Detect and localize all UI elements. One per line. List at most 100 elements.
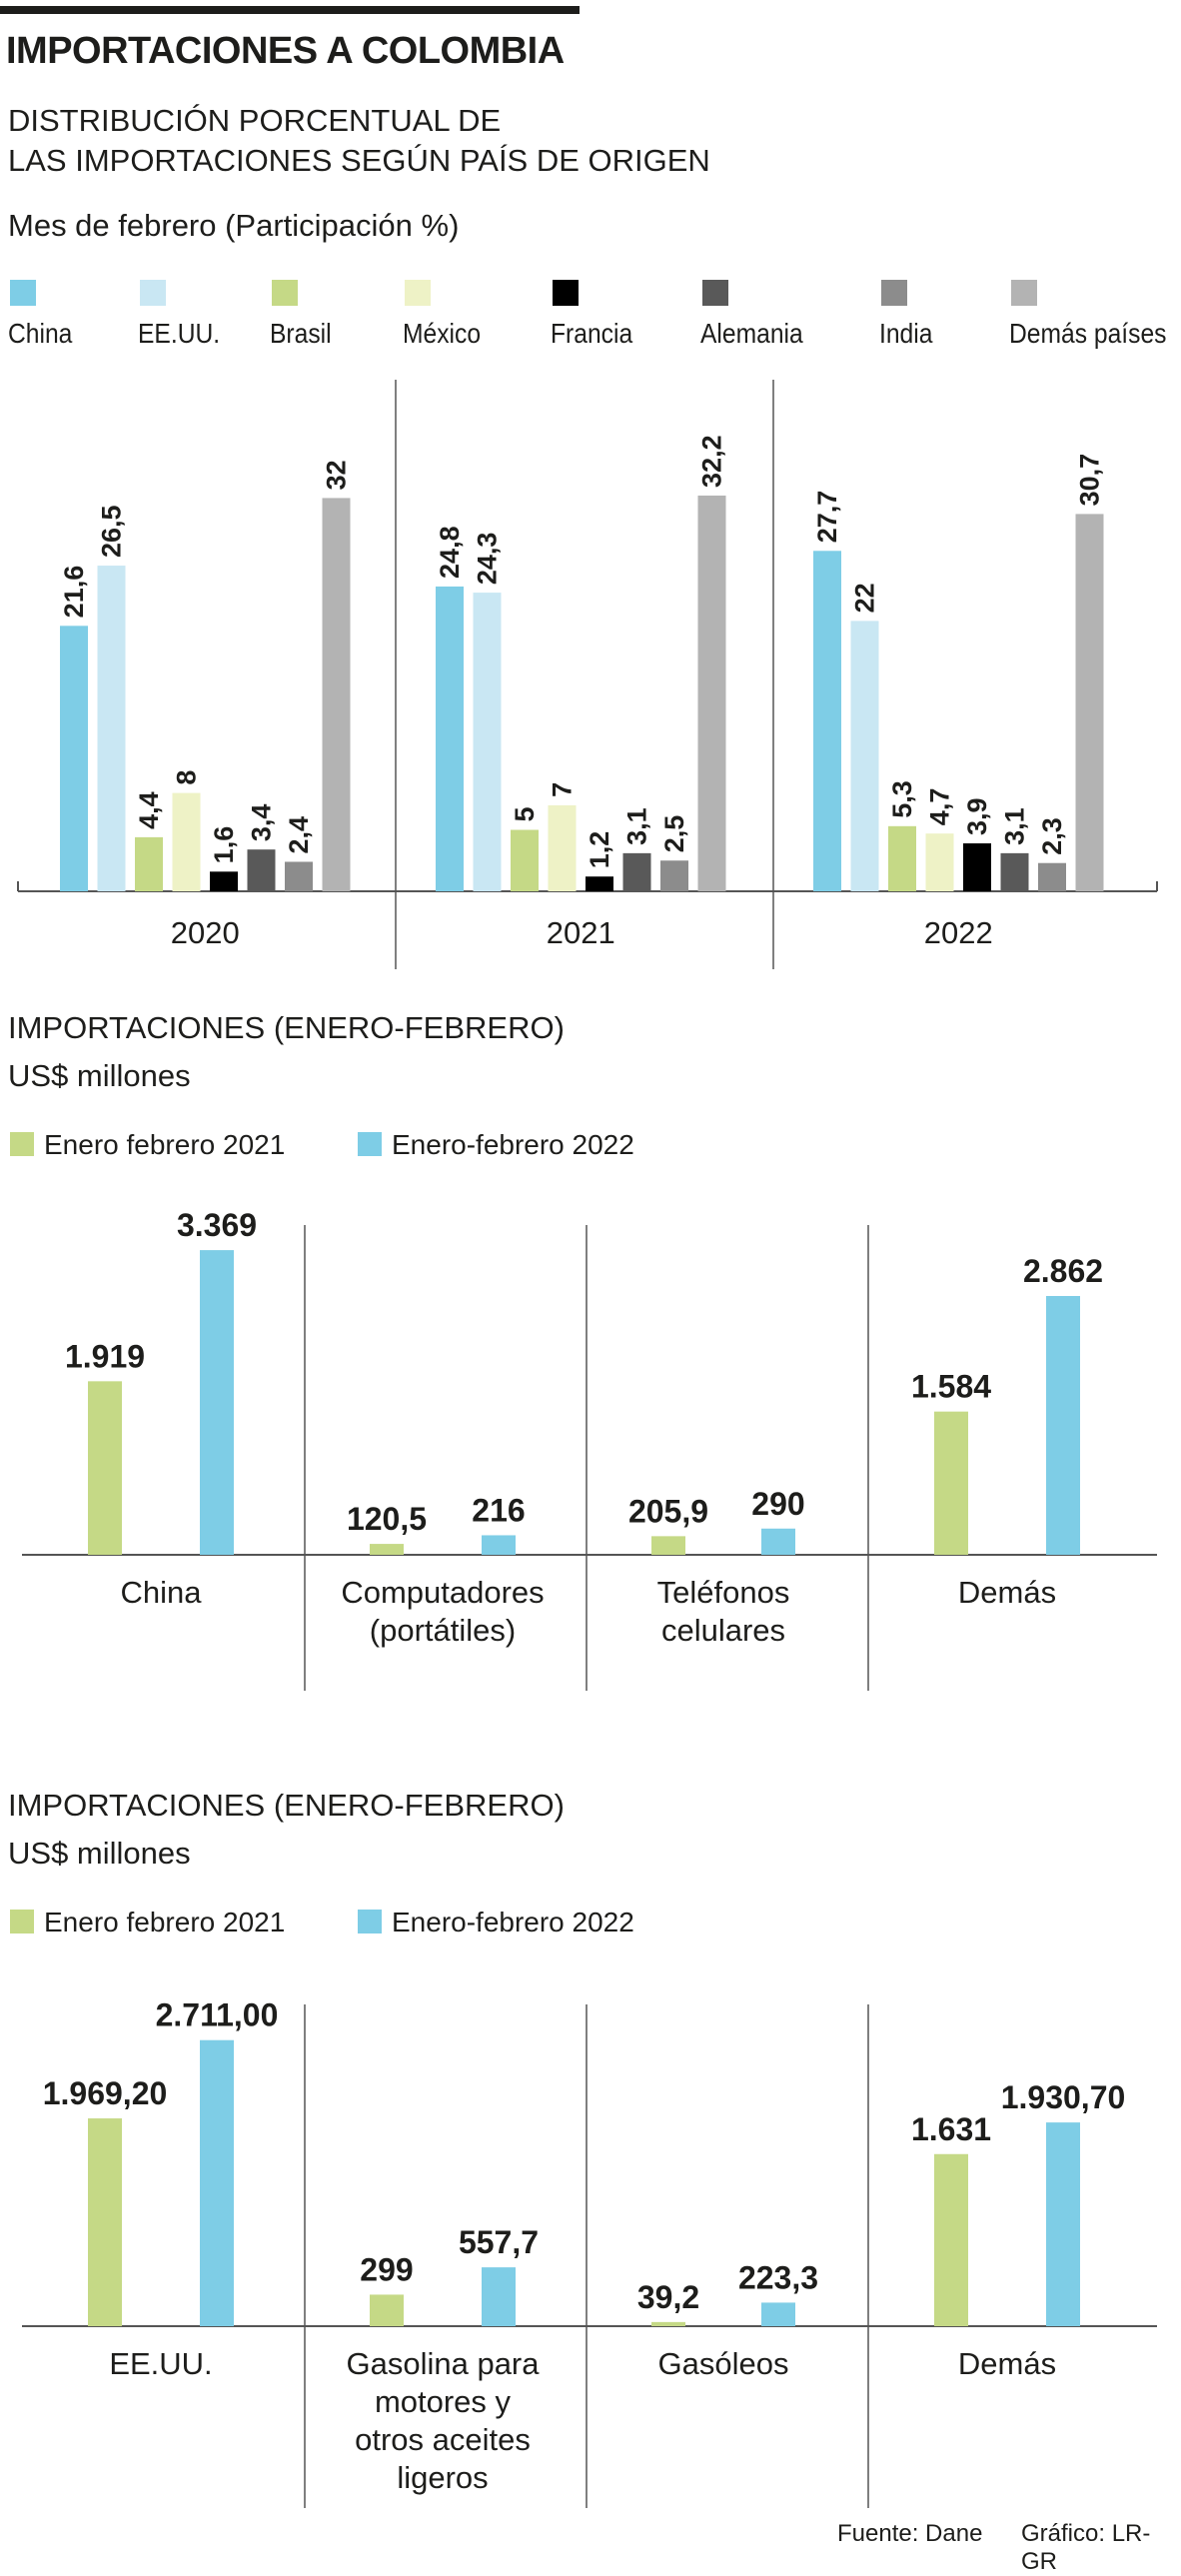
chart2-category-label-demas-line-1: Demás (958, 1575, 1056, 1610)
chart2-value-label-china-2021: 1.919 (65, 1338, 145, 1374)
chart1-value-label-india-2022: 2,3 (1037, 817, 1067, 855)
chart1-legend-swatch-francia (553, 280, 579, 306)
chart1-bar-demas-paises-2022 (1075, 514, 1104, 891)
chart3-value-label-ee-uu-2021: 1.969,20 (43, 2075, 168, 2111)
chart2-value-label-demas-2022: 2.862 (1023, 1253, 1103, 1289)
chart3-bar-ee-uu-2021 (88, 2118, 122, 2326)
chart2-bar-telefonos-celulares-2021 (651, 1536, 685, 1555)
chart2-bar-demas-2022 (1046, 1295, 1080, 1555)
chart3-category-label-demas-line-1: Demás (958, 2346, 1056, 2381)
chart1-bar-brasil-2020 (135, 836, 163, 891)
chart1-legend-label-china: China (8, 318, 73, 349)
chart3-bar-gasoleos-2022 (761, 2302, 795, 2326)
chart2-legend-2022: Enero-febrero 2022 (358, 1129, 634, 1161)
chart1-value-label-india-2021: 2,5 (659, 815, 689, 853)
chart1-legend-label-mexico: México (403, 318, 482, 349)
chart1-bar-india-2022 (1038, 862, 1066, 891)
chart1-legend-label-brasil: Brasil (270, 318, 332, 349)
chart1-value-label-demas-paises-2020: 32 (322, 460, 352, 490)
chart2-title: IMPORTACIONES (ENERO-FEBRERO) (8, 1010, 565, 1045)
chart2-bar-china-2022 (200, 1250, 234, 1555)
chart3-legend-swatch-2021 (10, 1910, 34, 1933)
chart1-legend-swatch-ee-uu (140, 280, 166, 306)
chart2-bar-demas-2021 (934, 1411, 968, 1555)
chart2-unit: US$ millones (8, 1058, 191, 1093)
chart1-bar-mexico-2022 (925, 833, 954, 891)
chart2-legend-2021: Enero febrero 2021 (10, 1129, 285, 1161)
chart1-category-label-2020: 2020 (171, 915, 240, 950)
chart2-value-label-demas-2021: 1.584 (911, 1369, 991, 1405)
chart1-bar-mexico-2020 (172, 792, 201, 891)
chart1-bar-ee-uu-2022 (850, 621, 879, 891)
chart3-bar-demas-2022 (1046, 2122, 1080, 2326)
chart1-value-label-alemania-2022: 3,1 (1000, 807, 1030, 845)
chart1-bar-alemania-2022 (1000, 852, 1029, 891)
chart3-value-label-gasoleos-2021: 39,2 (637, 2279, 699, 2315)
chart3-legend-label-2021: Enero febrero 2021 (44, 1907, 286, 1937)
chart1-bar-ee-uu-2021 (473, 593, 502, 891)
footer-source: Fuente: Dane (837, 2520, 983, 2547)
chart3-category-label-gasolina-para-motores-y-otros-aceites-ligeros-line-2: motores y (375, 2384, 512, 2419)
chart1-value-label-demas-paises-2022: 30,7 (1075, 454, 1105, 507)
chart3-value-label-ee-uu-2022: 2.711,00 (156, 1997, 279, 2033)
chart1-country-share: 21,6 26,5 4,4 8 1,6 3,4 2,4 32 2020 24,8 24,3 57 1,2… (17, 380, 1158, 969)
chart1-value-label-india-2020: 2,4 (284, 816, 314, 854)
chart1-bar-alemania-2021 (622, 852, 651, 891)
chart3-category-label-gasolina-para-motores-y-otros-aceites-ligeros-line-4: ligeros (397, 2460, 488, 2495)
chart3-legend-swatch-2022 (358, 1910, 382, 1933)
chart2-bar-computadores-portatiles-2022 (482, 1535, 516, 1555)
chart1-bar-demas-paises-2020 (322, 498, 351, 891)
chart1-value-label-francia-2020: 1,6 (209, 826, 239, 864)
chart1-value-label-ee-uu-2021: 24,3 (473, 533, 503, 586)
chart1-value-label-china-2022: 27,7 (812, 491, 842, 544)
chart1-value-label-brasil-2020: 4,4 (134, 791, 164, 829)
chart1-bar-china-2022 (813, 551, 841, 891)
subtitle-line-1: DISTRIBUCIÓN PORCENTUAL DE (8, 103, 502, 138)
chart1-bar-china-2021 (436, 586, 464, 891)
chart3-category-label-gasoleos-line-1: Gasóleos (658, 2346, 789, 2381)
chart3-category-label-gasolina-para-motores-y-otros-aceites-ligeros-line-1: Gasolina para (346, 2346, 540, 2381)
chart1-value-label-mexico-2020: 8 (172, 770, 202, 785)
chart1-value-label-mexico-2021: 7 (548, 782, 578, 797)
chart1-legend-swatch-demas-paises (1011, 280, 1037, 306)
chart3-category-label-gasolina-para-motores-y-otros-aceites-ligeros-line-3: otros aceites (355, 2422, 531, 2457)
chart2-bar-telefonos-celulares-2022 (761, 1528, 795, 1555)
chart3-legend-2021: Enero febrero 2021 (10, 1907, 285, 1938)
chart1-note: Mes de febrero (Participación %) (8, 208, 460, 243)
chart1-category-label-2021: 2021 (547, 915, 615, 950)
chart1-bar-francia-2022 (963, 843, 991, 891)
chart1-value-label-china-2020: 21,6 (59, 566, 89, 619)
footer-credit: Gráfico: LR-GR (1021, 2520, 1151, 2575)
chart1-legend-label-demas-paises: Demás países (1009, 318, 1167, 349)
chart3-value-label-demas-2021: 1.631 (911, 2111, 991, 2147)
chart3-legend-label-2022: Enero-febrero 2022 (392, 1907, 634, 1937)
chart1-value-label-francia-2022: 3,9 (962, 797, 992, 835)
chart3-bar-gasolina-para-motores-y-otros-aceites-ligeros-2021 (370, 2294, 404, 2326)
chart2-value-label-china-2022: 3.369 (177, 1207, 257, 1243)
chart2-legend-swatch-2022 (358, 1132, 382, 1156)
chart1-bar-alemania-2020 (247, 849, 276, 891)
chart2-legend-label-2022: Enero-febrero 2022 (392, 1129, 634, 1160)
chart3-value-label-gasolina-para-motores-y-otros-aceites-ligeros-2021: 299 (360, 2251, 413, 2287)
chart3-title: IMPORTACIONES (ENERO-FEBRERO) (8, 1788, 565, 1823)
chart2-legend-swatch-2021 (10, 1132, 34, 1156)
chart1-legend-swatch-brasil (272, 280, 298, 306)
chart3-value-label-gasolina-para-motores-y-otros-aceites-ligeros-2022: 557,7 (459, 2224, 539, 2260)
chart1-legend-label-india: India (879, 318, 933, 349)
chart3-value-label-gasoleos-2022: 223,3 (738, 2259, 818, 2295)
chart1-category-label-2022: 2022 (924, 915, 993, 950)
chart3-value-label-demas-2022: 1.930,70 (1001, 2079, 1126, 2115)
chart1-legend-label-alemania: Alemania (700, 318, 803, 349)
chart1-bar-india-2020 (285, 861, 313, 891)
chart1-legend-swatch-alemania (702, 280, 728, 306)
chart1-value-label-ee-uu-2020: 26,5 (97, 505, 127, 558)
chart1-legend-swatch-india (881, 280, 907, 306)
chart3-bar-ee-uu-2022 (200, 2039, 234, 2326)
chart1-bar-india-2021 (660, 860, 688, 891)
top-rule (0, 6, 580, 14)
chart1-bar-francia-2020 (210, 871, 238, 891)
chart2-value-label-telefonos-celulares-2021: 205,9 (628, 1493, 708, 1529)
chart2-value-label-telefonos-celulares-2022: 290 (751, 1486, 804, 1522)
chart1-legend-label-francia: Francia (551, 318, 633, 349)
chart1-value-label-alemania-2020: 3,4 (247, 804, 277, 842)
